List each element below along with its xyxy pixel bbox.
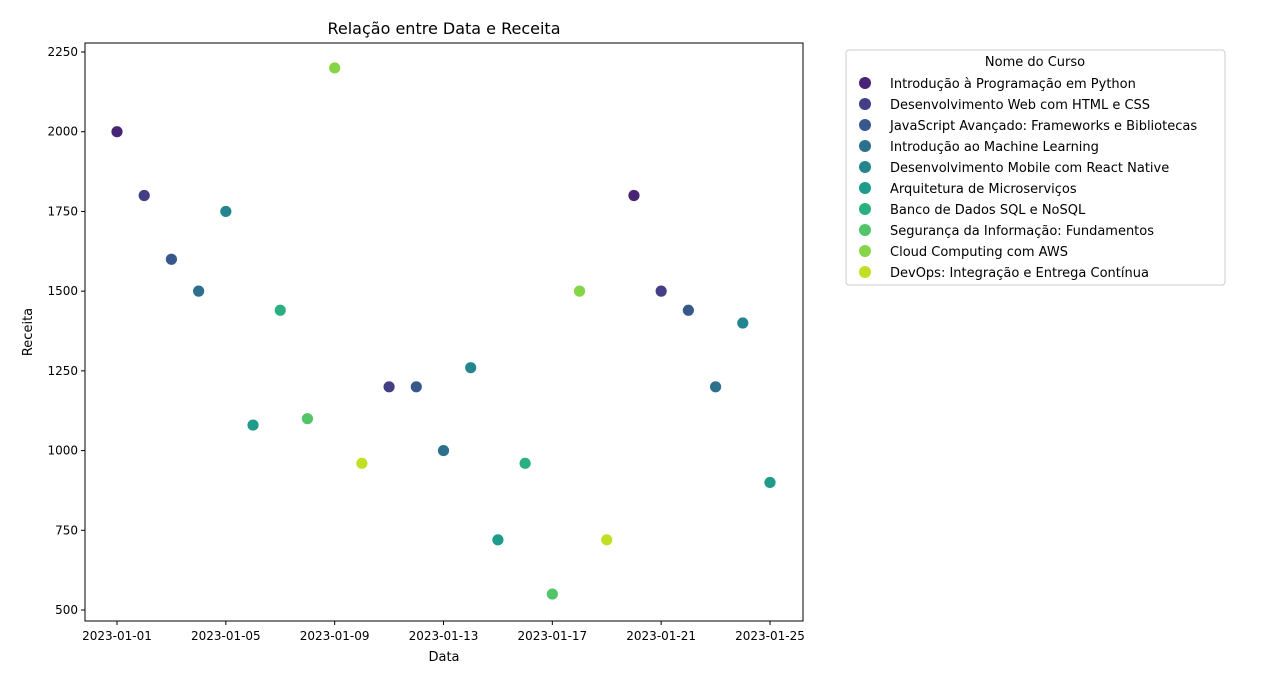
legend-marker xyxy=(859,140,871,152)
legend-entry-label: Segurança da Informação: Fundamentos xyxy=(890,224,1154,239)
data-point xyxy=(627,189,641,202)
data-point xyxy=(219,205,233,218)
x-tick-label: 2023-01-25 xyxy=(735,629,805,643)
y-axis-label: Receita xyxy=(21,308,36,356)
data-point xyxy=(736,316,750,330)
legend-marker xyxy=(859,182,871,194)
data-point xyxy=(654,284,668,298)
x-tick-label: 2023-01-09 xyxy=(300,629,370,643)
data-point xyxy=(545,587,559,601)
legend-entry-label: DevOps: Integração e Entrega Contínua xyxy=(890,266,1149,281)
data-point xyxy=(192,284,206,298)
data-point xyxy=(409,380,423,394)
y-tick-label: 750 xyxy=(55,523,78,537)
data-point xyxy=(573,284,586,298)
plot-area-frame xyxy=(84,42,804,622)
data-point xyxy=(110,125,124,139)
data-point xyxy=(491,533,505,547)
legend-entry-label: Banco de Dados SQL e NoSQL xyxy=(890,203,1086,218)
x-axis-label: Data xyxy=(428,650,459,665)
legend-marker xyxy=(859,77,871,89)
data-point xyxy=(681,303,695,317)
y-axis: 500 750 1000 1250 1500 1750 2000 2250 xyxy=(47,45,85,617)
y-tick-label: 500 xyxy=(55,603,78,617)
x-tick-label: 2023-01-17 xyxy=(517,629,587,643)
x-axis: 2023-01-01 2023-01-05 2023-01-09 2023-01-13… xyxy=(82,621,805,643)
legend-marker xyxy=(859,266,871,278)
legend-marker xyxy=(859,203,871,215)
data-point xyxy=(355,456,369,470)
legend: Nome do Curso Introdução à Programação e… xyxy=(845,49,1226,286)
y-tick-label: 1000 xyxy=(47,444,78,458)
legend-entry-label: Desenvolvimento Web com HTML e CSS xyxy=(890,98,1150,113)
legend-entry-label: Cloud Computing com AWS xyxy=(890,245,1068,260)
legend-entry-label: Arquitetura de Microserviços xyxy=(890,182,1077,197)
data-point xyxy=(246,418,260,432)
data-point xyxy=(437,444,450,457)
data-point xyxy=(709,380,722,394)
data-point xyxy=(600,533,614,547)
legend-marker xyxy=(859,98,871,110)
data-point xyxy=(382,380,396,394)
x-tick-label: 2023-01-13 xyxy=(409,629,479,643)
data-point xyxy=(763,476,777,489)
legend-entry-label: Desenvolvimento Mobile com React Native xyxy=(890,161,1169,176)
data-point xyxy=(165,252,178,266)
legend-entry-label: JavaScript Avançado: Frameworks e Biblio… xyxy=(889,119,1197,134)
y-tick-label: 1500 xyxy=(47,284,78,298)
data-point xyxy=(273,303,287,317)
y-tick-label: 2000 xyxy=(47,125,78,139)
data-point xyxy=(301,412,314,426)
x-tick-label: 2023-01-01 xyxy=(82,629,152,643)
legend-title: Nome do Curso xyxy=(985,55,1085,70)
legend-marker xyxy=(859,245,871,257)
chart-title: Relação entre Data e Receita xyxy=(327,19,560,38)
data-point xyxy=(328,61,342,75)
x-tick-label: 2023-01-21 xyxy=(626,629,696,643)
legend-marker xyxy=(859,161,871,173)
data-point xyxy=(518,456,532,470)
data-point xyxy=(464,361,478,375)
legend-marker xyxy=(859,224,871,236)
y-tick-label: 1750 xyxy=(47,204,78,218)
data-points xyxy=(110,61,777,601)
data-point xyxy=(137,189,151,202)
legend-entry-label: Introdução ao Machine Learning xyxy=(890,140,1099,155)
x-tick-label: 2023-01-05 xyxy=(191,629,261,643)
legend-frame xyxy=(845,49,1226,286)
y-tick-label: 2250 xyxy=(47,45,78,59)
y-tick-label: 1250 xyxy=(47,364,78,378)
legend-marker xyxy=(859,119,871,131)
legend-entry-label: Introdução à Programação em Python xyxy=(890,77,1136,92)
